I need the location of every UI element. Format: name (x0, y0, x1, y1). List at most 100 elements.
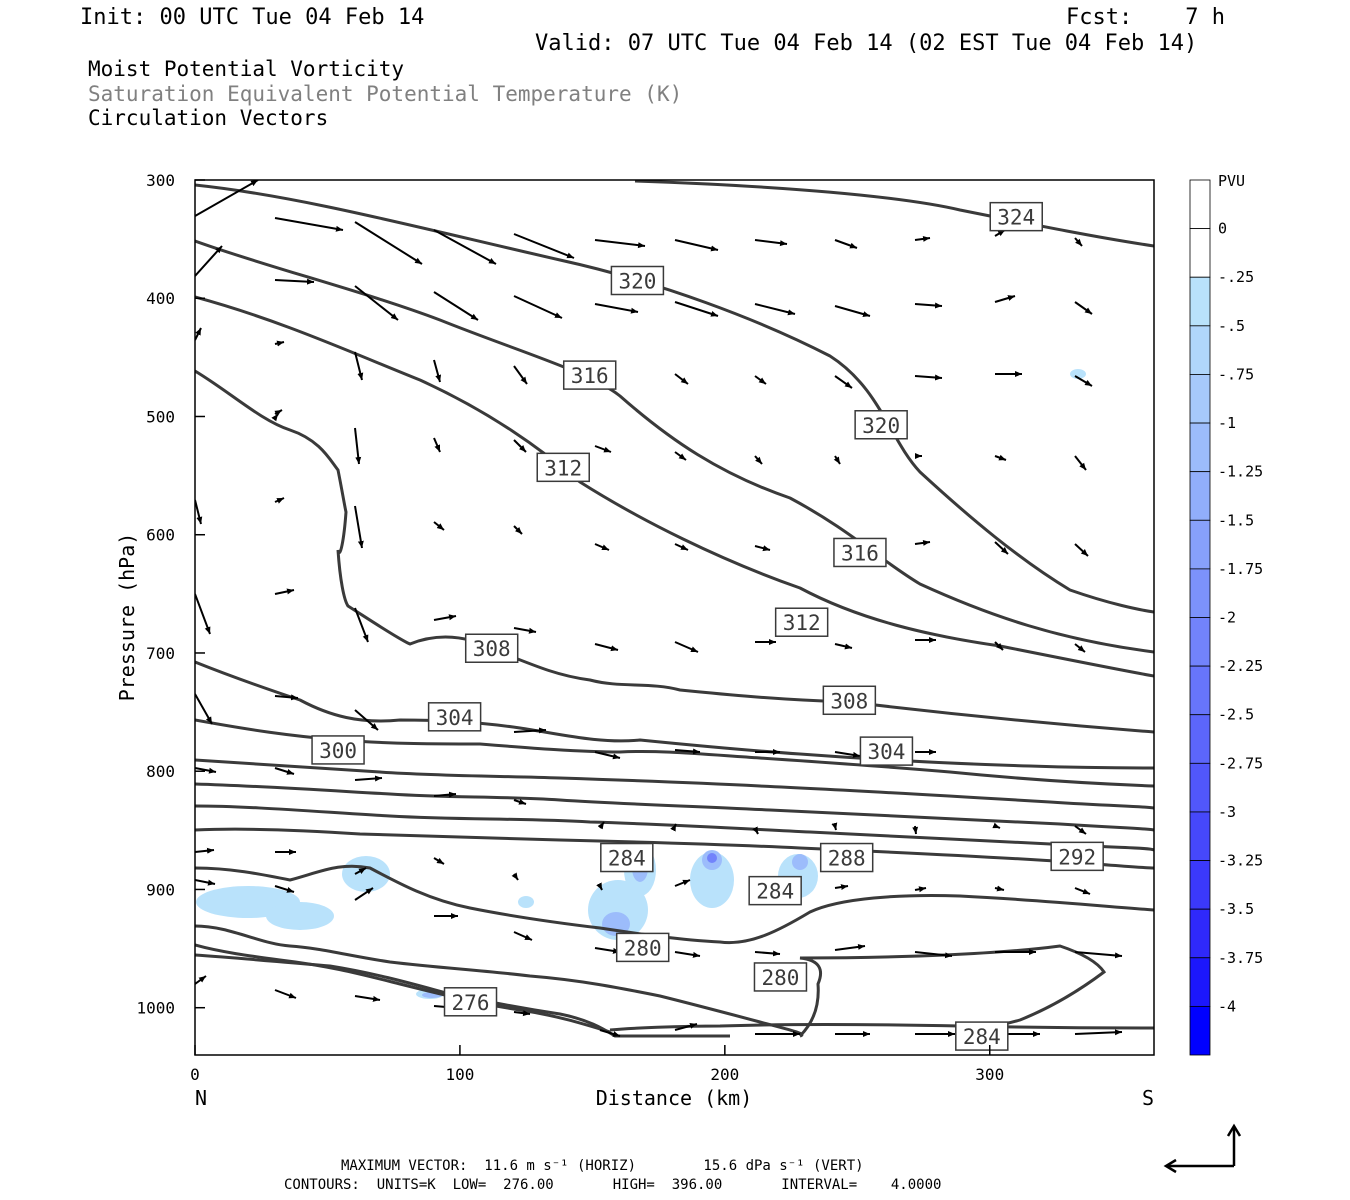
circulation-vector (1074, 375, 1093, 387)
y-axis: 300 400 500 600 700 800 900 1000 (136, 171, 205, 1018)
circulation-vector (513, 727, 547, 734)
circulation-vector (994, 295, 1016, 303)
theta-contour (195, 758, 1154, 810)
circulation-vector (599, 1029, 621, 1037)
circulation-vector (1074, 1029, 1123, 1036)
colorbar-label: -2 (1218, 609, 1236, 627)
colorbar-swatch (1189, 471, 1211, 521)
colorbar-swatch (1189, 325, 1211, 375)
colorbar-swatch (1189, 714, 1211, 764)
theta-contour (195, 239, 1154, 654)
circulation-vector (1074, 951, 1123, 959)
contour-label: 324 (989, 201, 1043, 232)
contour-label-text: 312 (544, 456, 582, 480)
circulation-vector (994, 454, 1007, 461)
contour-label: 304 (859, 736, 914, 766)
contour-label-box (427, 702, 482, 732)
colorbar-swatch (1189, 1005, 1211, 1056)
circulation-vector (511, 872, 519, 881)
circulation-vector (195, 693, 213, 725)
plot-background (195, 180, 1154, 1055)
circulation-vector (914, 539, 931, 546)
circulation-vector (914, 886, 927, 893)
y-tick-label: 300 (146, 171, 175, 190)
reference-vector (1163, 1123, 1242, 1174)
circulation-vector (433, 229, 497, 265)
theta-contour (195, 660, 1154, 770)
contour-label-text: 320 (862, 414, 900, 438)
colorbar-label: -1.5 (1218, 511, 1254, 529)
contour-label: 288 (819, 842, 874, 873)
circulation-vector (274, 409, 283, 417)
circulation-vector (274, 340, 285, 347)
circulation-vector (433, 614, 457, 621)
circulation-vector (274, 278, 315, 285)
contour-label-box (536, 452, 590, 483)
circulation-vector (912, 825, 919, 835)
circulation-vector (834, 375, 853, 389)
plot-frame (194, 179, 1155, 1056)
circulation-vector (994, 885, 1005, 892)
circulation-vector (994, 641, 1004, 651)
contour-label: 280 (615, 932, 670, 963)
circulation-vector (594, 947, 621, 954)
circulation-vector (195, 180, 259, 217)
circulation-vector (274, 885, 295, 893)
colorbar-swatch (1189, 179, 1211, 230)
circulation-vector (354, 221, 423, 265)
contour-label: 292 (1050, 841, 1104, 872)
colorbar-swatch (1189, 568, 1211, 618)
circulation-vector (354, 995, 381, 1002)
x-axis-title: Distance (km) (596, 1086, 753, 1110)
contour-label: 308 (822, 685, 877, 716)
contour-label-text: 284 (756, 880, 794, 904)
circulation-vector (433, 437, 441, 453)
contour-label-text: 308 (473, 637, 511, 661)
contour-label: 320 (854, 410, 908, 440)
circulation-vector (513, 295, 563, 319)
circulation-vector (433, 791, 457, 798)
theta-contour (195, 924, 804, 1038)
circulation-vector (433, 857, 445, 865)
circulation-vector (914, 374, 943, 381)
mpv-patch-8 (690, 852, 734, 908)
south-label: S (1142, 1086, 1154, 1110)
contour-label-text: 308 (830, 689, 868, 713)
circulation-vector (195, 593, 211, 635)
contour-label-box (819, 842, 874, 873)
circulation-vector (274, 989, 297, 999)
circulation-vector (674, 451, 687, 461)
circulation-vector (674, 951, 701, 958)
x-axis: 0 100 200 300 (190, 1045, 1004, 1084)
contour-label-box (311, 735, 365, 765)
circulation-vector (354, 867, 367, 875)
circulation-vector (834, 643, 853, 650)
contour-label-box (464, 633, 519, 663)
circulation-vector (195, 879, 216, 886)
circulation-vector (754, 950, 781, 957)
mpv-core-strong (707, 853, 717, 863)
circulation-vector (594, 643, 619, 652)
circulation-vector (992, 822, 1001, 829)
circulation-vector (274, 767, 295, 775)
contour-label-text: 304 (436, 706, 474, 730)
y-tick-label: 400 (146, 289, 175, 308)
circulation-vector (914, 951, 953, 959)
contour-label: 280 (753, 962, 808, 992)
reference-vertical-arrowhead (1226, 1123, 1242, 1137)
x-tick-label: 0 (190, 1065, 200, 1084)
colorbar-swatch (1189, 957, 1211, 1007)
colorbar-label: -.5 (1218, 317, 1245, 335)
circulation-vectors (195, 180, 1123, 1037)
y-axis-title: Pressure (hPa) (115, 533, 139, 702)
colorbar-swatch (1189, 811, 1211, 861)
circulation-vector (1074, 455, 1087, 471)
circulation-vector (513, 931, 533, 941)
colorbar: 0 -.25 -.5 -.75 -1 -1.25 -1.5 -1.75 -2 -2.25 -2.5 -… (1189, 179, 1263, 1056)
circulation-vector (1074, 301, 1093, 315)
mpv-patch-2 (266, 902, 334, 930)
circulation-vector (513, 798, 527, 805)
circulation-vector (674, 239, 719, 252)
title-theta-es: Saturation Equivalent Potential Temperat… (88, 82, 683, 106)
